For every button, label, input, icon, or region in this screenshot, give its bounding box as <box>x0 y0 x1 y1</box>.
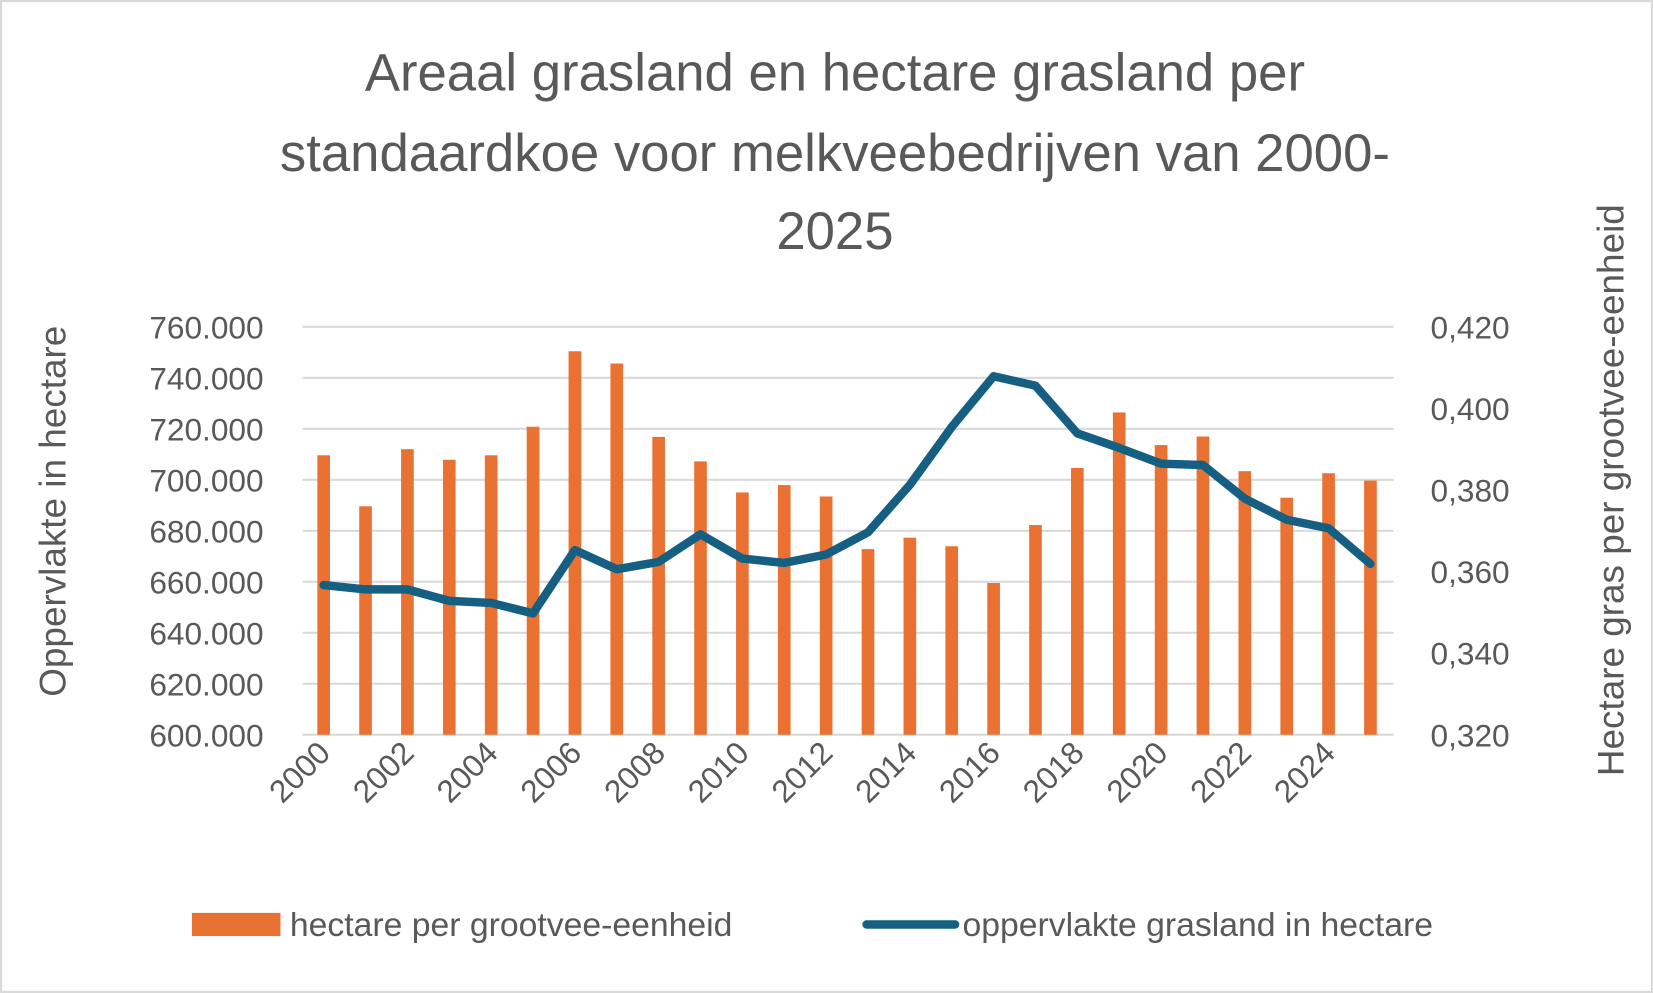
bar <box>652 436 665 735</box>
chart-title: Areaal grasland en hectare grasland per … <box>280 44 1390 261</box>
y-tick-left: 700.000 <box>149 462 263 498</box>
y-tick-right: 0,380 <box>1431 473 1510 509</box>
y-tick-left: 600.000 <box>149 717 263 753</box>
bar <box>861 549 875 735</box>
bar <box>819 496 833 735</box>
legend-label-bars: hectare per grootvee-eenheid <box>290 906 732 944</box>
legend: hectare per grootvee-eenheid oppervlakte… <box>191 906 1433 944</box>
bar <box>1238 471 1252 735</box>
y-tick-left: 660.000 <box>149 564 263 600</box>
title-line: Areaal grasland en hectare grasland per <box>365 44 1305 103</box>
bar <box>1196 436 1210 735</box>
bar <box>736 492 749 735</box>
bar <box>903 537 917 735</box>
bar <box>610 363 624 735</box>
y-tick-left: 620.000 <box>149 666 263 702</box>
legend-bar-swatch <box>191 912 281 937</box>
y-tick-left: 740.000 <box>149 360 263 396</box>
bar <box>1112 412 1126 735</box>
bar <box>1322 473 1335 735</box>
y-tick-right: 0,420 <box>1431 309 1510 345</box>
bar <box>987 582 1000 735</box>
bar <box>1364 480 1377 735</box>
bar <box>777 485 791 735</box>
bar <box>694 461 707 735</box>
y-tick-left: 680.000 <box>149 513 263 549</box>
bar <box>359 506 372 735</box>
bar <box>1280 497 1294 735</box>
legend-label-line: oppervlakte grasland in hectare <box>962 906 1432 944</box>
y-tick-right: 0,400 <box>1431 391 1510 427</box>
title-line: 2025 <box>776 202 893 261</box>
y-axis-left-title: Oppervlakte in hectare <box>32 326 73 697</box>
bar <box>568 351 582 735</box>
y-tick-right: 0,340 <box>1431 636 1510 672</box>
bar <box>1029 525 1042 735</box>
y-tick-left: 640.000 <box>149 615 263 651</box>
bar <box>317 455 330 735</box>
bar <box>1154 445 1168 735</box>
y-tick-right: 0,320 <box>1431 717 1510 753</box>
bar <box>526 426 540 735</box>
line-series <box>319 372 1375 618</box>
bar <box>484 455 498 735</box>
bar <box>945 546 959 735</box>
title-line: standaardkoe voor melkveebedrijven van 2… <box>280 124 1390 183</box>
y-tick-left: 720.000 <box>149 411 263 447</box>
bar <box>1071 467 1084 735</box>
y-axis-right-title: Hectare gras per grootvee-eenheid <box>1590 204 1631 776</box>
y-tick-left: 760.000 <box>149 309 263 345</box>
y-tick-right: 0,360 <box>1431 554 1510 590</box>
